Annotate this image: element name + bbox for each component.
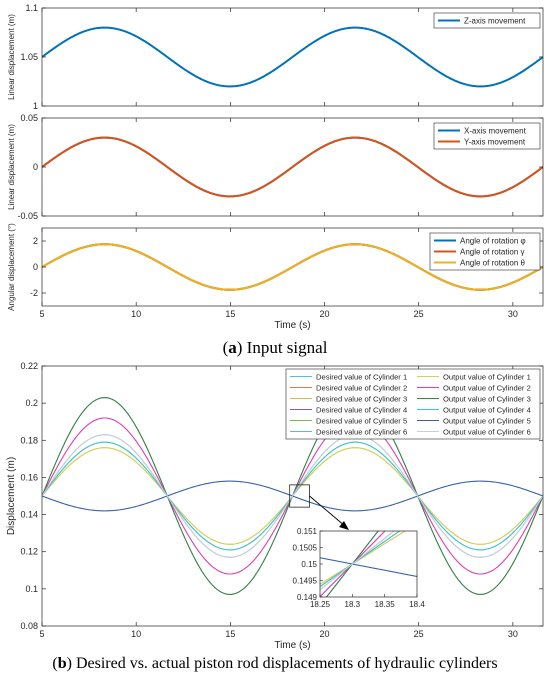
inset-line-10 xyxy=(320,531,401,588)
y-tick-label: 1.1 xyxy=(25,3,38,13)
series-group xyxy=(42,243,543,291)
inset-line-11 xyxy=(320,557,417,577)
x-tick-label: 5 xyxy=(39,629,44,639)
legend-entry: Desired value of Cylinder 5 xyxy=(316,417,407,426)
legend-entry: Output value of Cylinder 3 xyxy=(443,395,531,404)
legend-entry: Desired value of Cylinder 4 xyxy=(316,406,407,415)
legend-entry: X-axis movement xyxy=(464,127,527,136)
legend: Angle of rotation φ Angle of rotation γ An… xyxy=(429,232,541,271)
legend-entry: Desired value of Cylinder 3 xyxy=(316,395,407,404)
inset-line-12 xyxy=(320,531,395,591)
legend-entry: Output value of Cylinder 6 xyxy=(443,428,531,437)
legend-entry: Z-axis movement xyxy=(464,17,526,26)
legend-entry: Output value of Cylinder 5 xyxy=(443,417,531,426)
legend: Z-axis movement xyxy=(433,12,541,29)
x-tick-label: 25 xyxy=(414,309,424,319)
inset-line-8 xyxy=(320,531,386,597)
inset-y-tick-label: 0.1505 xyxy=(293,544,318,553)
x-tick-label: 20 xyxy=(320,309,330,319)
y-tick-label: 0.22 xyxy=(20,361,38,371)
series-line-1 xyxy=(42,26,543,88)
inset-line-7 xyxy=(320,531,406,585)
chart-panel-1: 1 1.05 1.1 Linear displacement (m) Z-axis mo… xyxy=(7,3,544,111)
legend-box xyxy=(433,122,541,150)
inset-area xyxy=(320,531,417,597)
inset-series xyxy=(320,531,417,597)
y-axis-label: Linear displacement (m) xyxy=(7,124,16,210)
y-tick-label: -2 xyxy=(30,288,38,298)
inset-y-tick-label: 0.1495 xyxy=(293,577,318,586)
x-tick-label: 20 xyxy=(320,629,330,639)
y-tick-label: 0 xyxy=(33,162,38,172)
series-line-12 xyxy=(42,434,543,558)
inset-x-tick-label: 18.3 xyxy=(345,600,361,609)
x-tick-label: 5 xyxy=(39,309,44,319)
legend-entry: Output value of Cylinder 2 xyxy=(443,384,531,393)
zoom-arrow-head xyxy=(339,521,349,530)
inset-x-tick-label: 18.25 xyxy=(310,600,331,609)
inset-y-tick-label: 0.151 xyxy=(297,527,318,536)
chart-panel-4: 0.08 0.1 0.12 0.14 0.16 0.18 0.2 0.22 5 10 15 20 25 3… xyxy=(6,361,544,651)
y-tick-label: 0 xyxy=(33,262,38,272)
y-tick-label: 0.12 xyxy=(20,547,38,557)
series-line-2 xyxy=(42,136,543,198)
legend-entry: Y-axis movement xyxy=(464,138,526,147)
y-axis-label: Angular displacement (°) xyxy=(7,223,16,311)
x-tick-label: 15 xyxy=(225,629,235,639)
zoom-marker-box xyxy=(289,484,310,508)
legend-box xyxy=(285,368,541,440)
y-tick-label: 0.1 xyxy=(25,584,38,594)
inset-x-tick-label: 18.4 xyxy=(409,600,425,609)
y-tick-label: 1.05 xyxy=(20,52,38,62)
legend-entry: Angle of rotation γ xyxy=(460,248,524,257)
zoom-arrow-line xyxy=(309,495,346,527)
y-tick-label: 1 xyxy=(33,101,38,111)
series-group xyxy=(42,26,543,88)
legend-entry: Desired value of Cylinder 2 xyxy=(316,384,407,393)
caption-b: (b) Desired vs. actual piston rod displa… xyxy=(52,655,498,672)
inset-line-9 xyxy=(325,531,379,597)
y-tick-label: 0.2 xyxy=(25,398,38,408)
y-axis-label: Displacement (m) xyxy=(6,457,17,535)
y-tick-label: 0.16 xyxy=(20,472,38,482)
legend-entry: Desired value of Cylinder 1 xyxy=(316,373,407,382)
x-axis-label: Time (s) xyxy=(274,640,310,651)
y-tick-label: 0.18 xyxy=(20,435,38,445)
legend-entry: Angle of rotation θ xyxy=(460,259,525,268)
y-tick-label: 2 xyxy=(33,236,38,246)
y-tick-label: 0.08 xyxy=(20,621,38,631)
x-axis-label: Time (s) xyxy=(274,320,310,331)
y-axis-label: Linear displacement (m) xyxy=(7,14,16,100)
legend-entry: Output value of Cylinder 1 xyxy=(443,373,531,382)
x-tick-label: 10 xyxy=(131,309,141,319)
series-group xyxy=(42,136,543,198)
x-tick-label: 25 xyxy=(414,629,424,639)
caption-a: (a) Input signal xyxy=(222,338,328,357)
x-tick-label: 30 xyxy=(508,309,518,319)
y-tick-label: 0.05 xyxy=(20,113,38,123)
legend: Desired value of Cylinder 1 Desired value… xyxy=(285,368,541,440)
inset-y-tick-label: 0.149 xyxy=(297,593,318,602)
legend-entry: Angle of rotation φ xyxy=(460,237,526,246)
inset-x-tick-label: 18.35 xyxy=(375,600,396,609)
chart-panel-2: -0.05 0 0.05 Linear displacement (m) X-axis … xyxy=(7,113,544,221)
y-tick-label: 0.14 xyxy=(20,510,38,520)
legend-box xyxy=(433,12,541,29)
inset-y-tick-label: 0.15 xyxy=(301,560,317,569)
inset-plot: 18.25 18.3 18.35 18.4 0.149 0.1495 0.15 0.1505 0… xyxy=(289,484,425,609)
series-line-3 xyxy=(42,243,543,291)
x-tick-label: 10 xyxy=(131,629,141,639)
series-group xyxy=(42,397,543,595)
legend-entry: Desired value of Cylinder 6 xyxy=(316,428,407,437)
y-tick-label: -0.05 xyxy=(17,211,38,221)
x-tick-label: 30 xyxy=(508,629,518,639)
legend-entry: Output value of Cylinder 4 xyxy=(443,406,531,415)
x-tick-label: 15 xyxy=(225,309,235,319)
legend: X-axis movement Y-axis movement xyxy=(433,122,541,150)
axes-box xyxy=(41,365,544,627)
